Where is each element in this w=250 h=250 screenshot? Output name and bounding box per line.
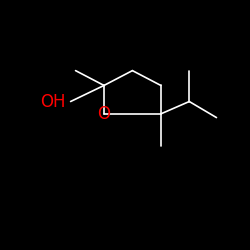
Text: O: O [98,105,110,123]
Text: OH: OH [40,92,66,110]
